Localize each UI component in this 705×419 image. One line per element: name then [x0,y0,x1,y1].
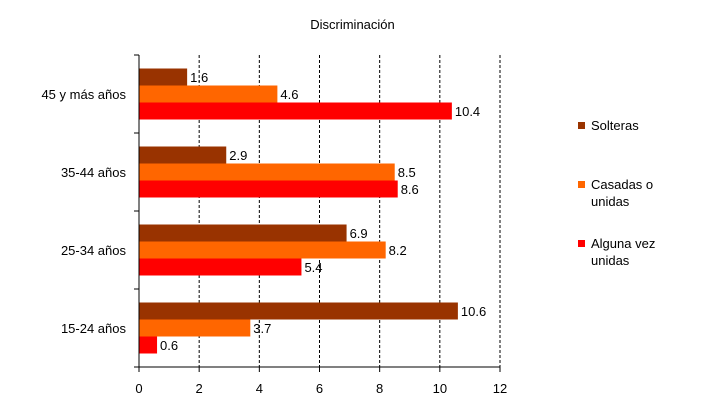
x-tick-label: 4 [256,381,263,396]
category-label: 15-24 años [61,321,127,336]
bar [139,336,158,354]
legend-label-alguna-vez: Alguna vez unidas [591,236,656,268]
data-label: 8.2 [389,243,407,258]
data-label: 1.6 [190,70,208,85]
x-tick-label: 6 [316,381,323,396]
data-label: 2.9 [229,148,247,163]
bar [139,302,458,320]
bar [139,146,227,164]
data-label: 5.4 [304,260,322,275]
data-label: 10.4 [455,104,480,119]
legend-label-solteras: Solteras [591,118,639,133]
legend-item-alguna-vez: Alguna vez unidas [578,235,703,269]
legend-swatch-alguna-vez [578,240,585,247]
chart-title: Discriminación [310,17,395,32]
bar [139,68,188,86]
legend: Solteras Casadas o unidas Alguna vez uni… [578,0,703,419]
data-label: 8.5 [398,165,416,180]
bar [139,180,398,198]
bar [139,163,395,181]
bar [139,241,386,259]
legend-label-casadas: Casadas o unidas [591,177,654,209]
bar [139,258,302,276]
category-label: 25-34 años [61,243,127,258]
x-tick-label: 0 [135,381,142,396]
legend-item-solteras: Solteras [578,117,703,134]
data-label: 0.6 [160,338,178,353]
x-tick-label: 8 [376,381,383,396]
x-tick-label: 2 [196,381,203,396]
bar [139,224,347,242]
legend-item-casadas: Casadas o unidas [578,176,703,210]
data-label: 10.6 [461,304,486,319]
x-tick-label: 10 [433,381,447,396]
data-label: 6.9 [350,226,368,241]
data-label: 3.7 [253,321,271,336]
bar [139,102,452,120]
legend-swatch-casadas [578,181,585,188]
bar [139,85,278,103]
x-tick-label: 12 [493,381,507,396]
bar [139,319,251,337]
legend-swatch-solteras [578,122,585,129]
data-label: 4.6 [280,87,298,102]
category-label: 45 y más años [41,87,126,102]
category-label: 35-44 años [61,165,127,180]
data-label: 8.6 [401,182,419,197]
